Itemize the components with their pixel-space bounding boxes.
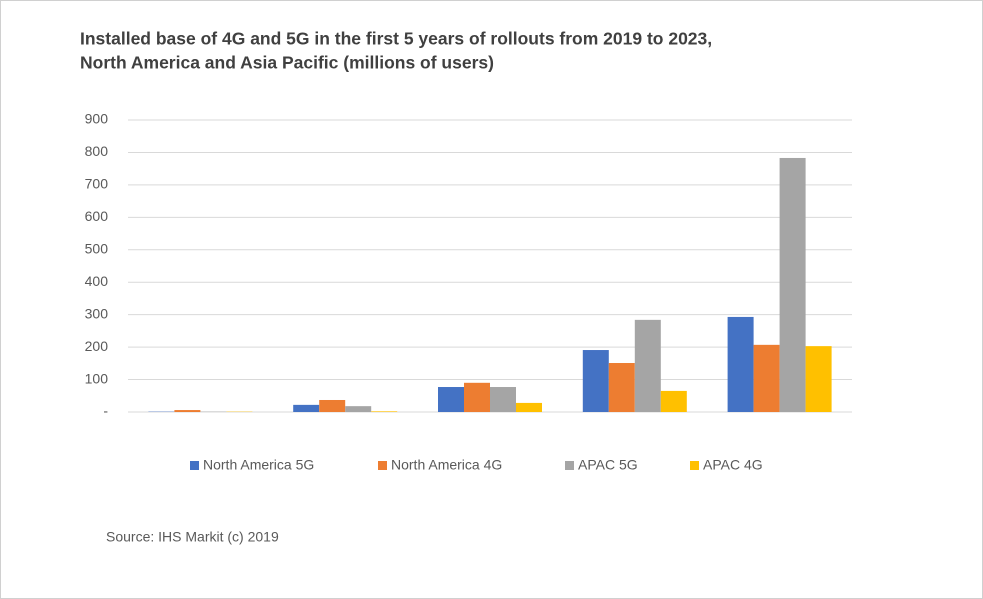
chart-title: North America and Asia Pacific (millions… bbox=[80, 53, 494, 73]
chart-title: Installed base of 4G and 5G in the first… bbox=[80, 29, 712, 49]
y-tick-label: 200 bbox=[85, 338, 109, 354]
y-tick-label: 500 bbox=[85, 240, 109, 256]
legend-label: APAC 5G bbox=[578, 457, 638, 473]
bar bbox=[345, 406, 372, 412]
source-note: Source: IHS Markit (c) 2019 bbox=[106, 529, 279, 545]
bar bbox=[805, 346, 832, 412]
bar bbox=[608, 363, 635, 412]
legend-swatch bbox=[690, 461, 699, 470]
legend-label: North America 4G bbox=[391, 457, 502, 473]
y-tick-label: 700 bbox=[85, 176, 109, 192]
bar bbox=[174, 410, 201, 412]
legend-label: APAC 4G bbox=[703, 457, 763, 473]
bar bbox=[319, 399, 346, 412]
bar bbox=[660, 390, 687, 412]
bar bbox=[582, 350, 609, 412]
legend-swatch bbox=[378, 461, 387, 470]
y-tick-label: 400 bbox=[85, 273, 109, 289]
bar bbox=[293, 404, 320, 412]
y-tick-label: 300 bbox=[85, 305, 109, 321]
bar bbox=[779, 157, 806, 412]
bar bbox=[438, 387, 464, 412]
legend-swatch bbox=[190, 461, 199, 470]
y-tick-label: 100 bbox=[85, 370, 109, 386]
bar bbox=[727, 316, 754, 412]
legend-label: North America 5G bbox=[203, 457, 314, 473]
bar bbox=[753, 344, 780, 412]
y-tick-label: 600 bbox=[85, 208, 109, 224]
legend-swatch bbox=[565, 461, 574, 470]
bar bbox=[464, 382, 490, 412]
y-tick-label: - bbox=[103, 403, 108, 419]
bar bbox=[371, 411, 398, 412]
bar bbox=[490, 387, 516, 412]
bar bbox=[634, 319, 661, 412]
y-tick-label: 800 bbox=[85, 143, 109, 159]
y-tick-label: 900 bbox=[85, 111, 109, 127]
bar bbox=[516, 402, 542, 412]
